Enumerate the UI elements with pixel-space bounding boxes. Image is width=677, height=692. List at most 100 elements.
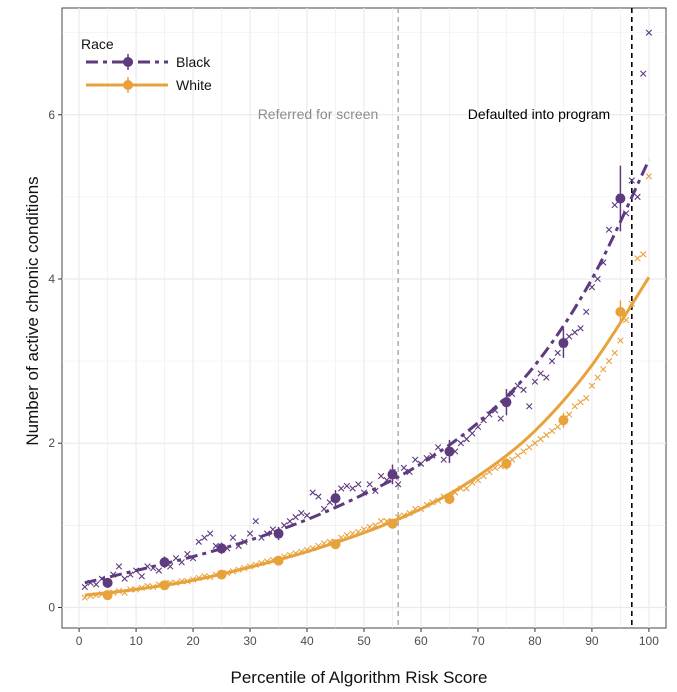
point-black: [463, 435, 470, 443]
y-tick-label: 4: [48, 272, 55, 286]
y-tick-label: 6: [48, 108, 55, 122]
point-black: [298, 509, 305, 517]
point-black: [138, 573, 145, 580]
mean-point-black: [444, 446, 455, 457]
threshold-lines: [397, 8, 633, 628]
y-tick-label: 0: [48, 600, 55, 614]
mean-point-white: [501, 458, 512, 469]
point-black: [583, 308, 590, 316]
x-axis-title: Percentile of Algorithm Risk Score: [231, 668, 488, 687]
point-black: [457, 440, 465, 447]
point-black: [355, 481, 362, 488]
point-black: [554, 349, 561, 357]
point-white: [640, 251, 647, 258]
point-white: [526, 444, 533, 451]
mean-point-black: [273, 528, 284, 539]
point-black: [366, 481, 373, 488]
annotation-referred-label: Referred for screen: [258, 106, 379, 122]
legend-key-black: [86, 54, 168, 70]
point-black: [537, 370, 544, 377]
x-tick-label: 40: [300, 634, 314, 648]
point-black: [611, 201, 618, 209]
point-black: [565, 333, 573, 340]
point-black: [412, 456, 419, 463]
point-white: [554, 423, 561, 430]
point-black: [315, 493, 322, 500]
mean-point-black: [501, 397, 512, 408]
mean-point-white: [216, 569, 227, 580]
point-white: [600, 366, 607, 373]
point-black: [286, 518, 294, 525]
point-black: [81, 583, 88, 591]
mean-point-black: [387, 469, 398, 480]
point-white: [531, 440, 539, 447]
point-black: [92, 581, 100, 588]
point-white: [577, 398, 584, 406]
point-white: [520, 448, 527, 455]
point-black: [252, 518, 259, 525]
point-white: [537, 435, 544, 443]
point-white: [565, 411, 573, 418]
binned-means: [102, 165, 626, 601]
point-black: [594, 275, 601, 283]
point-black: [121, 575, 128, 582]
point-white: [588, 382, 596, 389]
point-black: [520, 386, 527, 394]
point-black: [184, 550, 191, 558]
point-black: [155, 567, 163, 574]
mean-point-black: [159, 557, 170, 568]
point-white: [583, 394, 590, 402]
mean-point-white: [387, 518, 398, 529]
point-black: [201, 534, 208, 541]
fit-curves: [84, 159, 651, 597]
mean-point-white: [102, 590, 113, 601]
point-black: [628, 177, 635, 184]
point-white: [645, 173, 653, 180]
point-white: [634, 255, 641, 262]
point-black: [543, 374, 550, 381]
point-black: [338, 485, 345, 492]
point-black: [309, 489, 316, 496]
point-white: [543, 431, 550, 439]
point-white: [514, 452, 522, 459]
point-white: [571, 403, 579, 410]
x-tick-label: 0: [76, 634, 83, 648]
mean-point-white: [558, 415, 569, 426]
legend-title: Race: [81, 36, 114, 52]
mean-point-white: [159, 580, 170, 591]
mean-point-black: [216, 543, 227, 554]
point-black: [605, 226, 613, 233]
x-tick-label: 30: [243, 634, 257, 648]
legend-label-white: White: [176, 77, 212, 93]
legend-key-white: [86, 77, 168, 93]
x-tick-label: 20: [186, 634, 200, 648]
x-tick-label: 100: [639, 634, 659, 648]
legend: Race Black White: [81, 36, 212, 93]
point-white: [463, 485, 470, 492]
point-black: [206, 530, 214, 537]
legend-label-black: Black: [176, 54, 211, 70]
point-black: [343, 482, 351, 490]
point-black: [469, 430, 476, 437]
mean-point-black: [558, 338, 569, 349]
y-axis-title: Number of active chronic conditions: [23, 176, 42, 445]
point-black: [640, 70, 647, 77]
point-black: [400, 464, 408, 472]
point-white: [377, 518, 385, 525]
point-white: [617, 337, 624, 344]
point-black: [395, 481, 402, 488]
mean-point-white: [615, 306, 626, 317]
mean-point-black: [330, 493, 341, 504]
point-black: [434, 444, 442, 451]
point-black: [349, 485, 356, 492]
x-tick-label: 80: [528, 634, 542, 648]
mean-point-white: [444, 494, 455, 505]
point-black: [115, 563, 123, 570]
point-white: [611, 349, 618, 357]
mean-point-black: [615, 193, 626, 204]
point-black: [531, 378, 539, 385]
point-black: [377, 472, 385, 480]
mean-point-white: [273, 555, 284, 566]
point-black: [303, 512, 311, 519]
